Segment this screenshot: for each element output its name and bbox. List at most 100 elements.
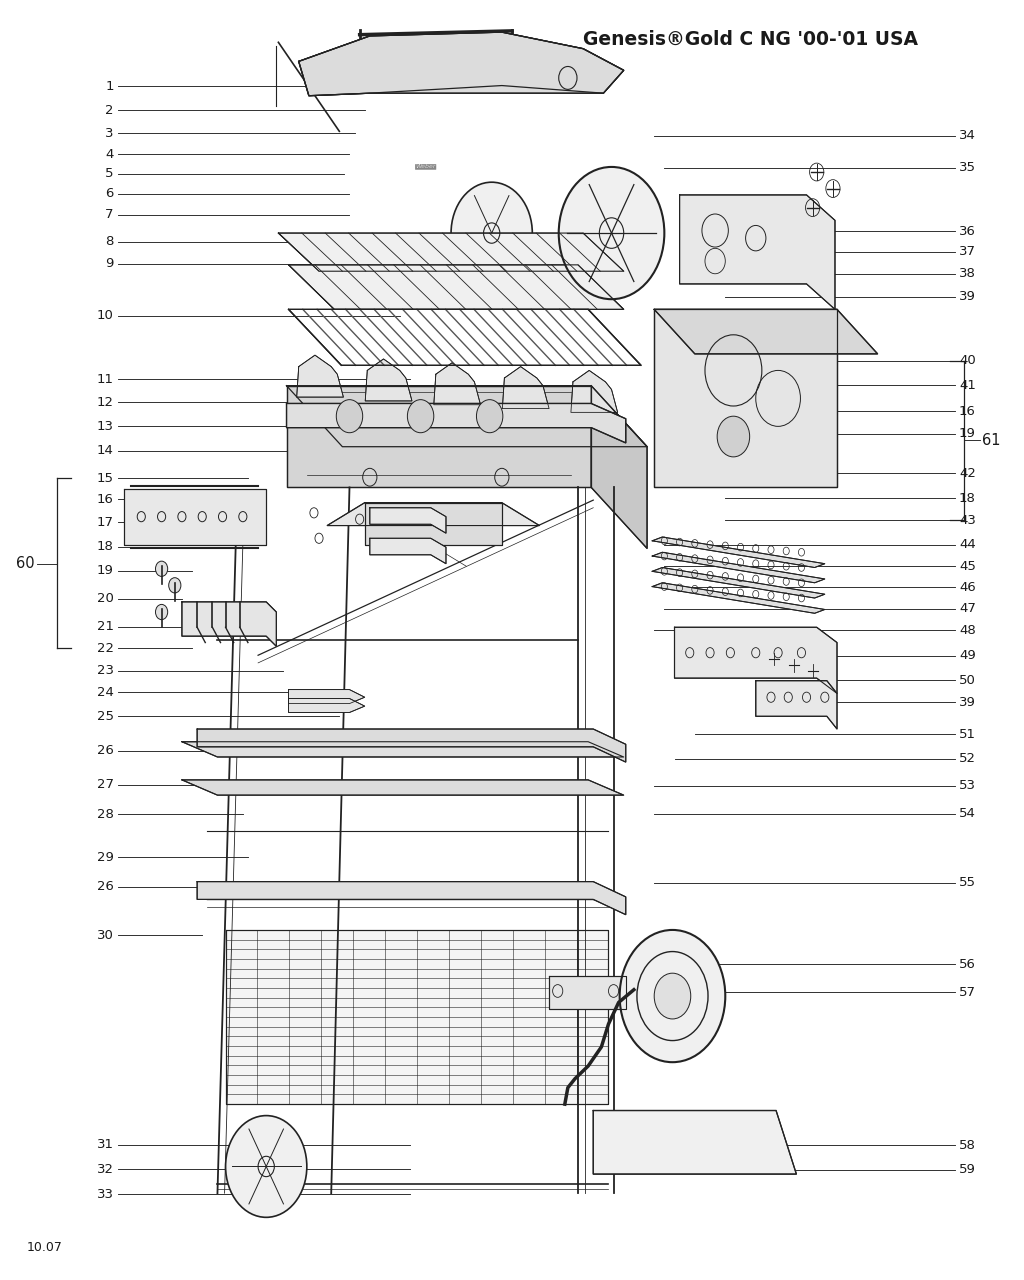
Text: 15: 15 bbox=[97, 472, 114, 485]
Text: 58: 58 bbox=[958, 1139, 976, 1152]
Text: 59: 59 bbox=[958, 1164, 976, 1176]
Text: 18: 18 bbox=[97, 540, 114, 553]
Text: 47: 47 bbox=[958, 603, 976, 616]
Text: 61: 61 bbox=[982, 433, 1000, 448]
Polygon shape bbox=[198, 882, 626, 915]
Text: 28: 28 bbox=[97, 808, 114, 820]
Polygon shape bbox=[591, 385, 647, 548]
Text: 27: 27 bbox=[97, 778, 114, 791]
Text: 37: 37 bbox=[958, 244, 976, 259]
Text: 39: 39 bbox=[958, 696, 976, 709]
Text: 7: 7 bbox=[105, 209, 114, 221]
Text: 20: 20 bbox=[97, 593, 114, 605]
Polygon shape bbox=[182, 602, 276, 646]
Text: 43: 43 bbox=[958, 515, 976, 527]
Text: 48: 48 bbox=[958, 623, 976, 637]
Text: 12: 12 bbox=[97, 396, 114, 408]
Polygon shape bbox=[299, 32, 624, 96]
Text: 5: 5 bbox=[105, 168, 114, 180]
Text: 26: 26 bbox=[97, 881, 114, 893]
Polygon shape bbox=[434, 362, 480, 404]
Text: 10.07: 10.07 bbox=[27, 1242, 62, 1254]
Polygon shape bbox=[370, 508, 446, 534]
Text: 25: 25 bbox=[97, 710, 114, 723]
Text: 16: 16 bbox=[958, 404, 976, 417]
Text: 57: 57 bbox=[958, 986, 976, 998]
Text: 4: 4 bbox=[105, 147, 114, 161]
Text: 2: 2 bbox=[105, 104, 114, 116]
Text: 13: 13 bbox=[97, 420, 114, 433]
Polygon shape bbox=[756, 681, 837, 730]
Text: 44: 44 bbox=[958, 538, 976, 552]
Text: 46: 46 bbox=[958, 581, 976, 594]
Circle shape bbox=[336, 399, 362, 433]
Text: 3: 3 bbox=[105, 127, 114, 140]
Text: 1: 1 bbox=[105, 79, 114, 92]
Polygon shape bbox=[297, 355, 343, 397]
Text: 9: 9 bbox=[105, 257, 114, 270]
Circle shape bbox=[156, 561, 168, 576]
Text: 49: 49 bbox=[958, 649, 976, 662]
Polygon shape bbox=[182, 741, 624, 756]
Text: 8: 8 bbox=[105, 236, 114, 248]
Polygon shape bbox=[654, 310, 837, 488]
Text: 42: 42 bbox=[958, 467, 976, 480]
Text: 21: 21 bbox=[97, 620, 114, 634]
Text: 41: 41 bbox=[958, 379, 976, 392]
Text: 11: 11 bbox=[97, 372, 114, 385]
Text: 17: 17 bbox=[97, 516, 114, 529]
Polygon shape bbox=[680, 195, 835, 310]
Polygon shape bbox=[652, 582, 824, 613]
Text: 38: 38 bbox=[958, 268, 976, 280]
Text: 52: 52 bbox=[958, 753, 976, 765]
Polygon shape bbox=[289, 699, 365, 713]
Polygon shape bbox=[675, 627, 837, 694]
Polygon shape bbox=[652, 552, 824, 582]
Text: 60: 60 bbox=[16, 557, 35, 571]
Circle shape bbox=[451, 182, 532, 284]
Text: 39: 39 bbox=[958, 291, 976, 303]
Polygon shape bbox=[299, 32, 624, 96]
Text: 32: 32 bbox=[97, 1162, 114, 1175]
Text: 10: 10 bbox=[97, 310, 114, 323]
Circle shape bbox=[559, 166, 665, 300]
Text: 51: 51 bbox=[958, 727, 976, 741]
Text: 19: 19 bbox=[958, 428, 976, 440]
Text: 19: 19 bbox=[97, 564, 114, 577]
Text: 34: 34 bbox=[958, 129, 976, 142]
Polygon shape bbox=[279, 233, 624, 271]
Text: 22: 22 bbox=[97, 641, 114, 655]
Text: 45: 45 bbox=[958, 559, 976, 572]
Circle shape bbox=[620, 931, 725, 1062]
Text: 23: 23 bbox=[97, 664, 114, 677]
Text: 6: 6 bbox=[105, 187, 114, 200]
Text: 18: 18 bbox=[958, 492, 976, 504]
Polygon shape bbox=[593, 1111, 797, 1174]
Text: 53: 53 bbox=[958, 780, 976, 792]
Circle shape bbox=[476, 399, 503, 433]
Text: Genesis®Gold C NG '00-'01 USA: Genesis®Gold C NG '00-'01 USA bbox=[584, 31, 919, 49]
Circle shape bbox=[156, 604, 168, 620]
Polygon shape bbox=[289, 690, 365, 704]
Polygon shape bbox=[327, 503, 540, 526]
Text: 50: 50 bbox=[958, 673, 976, 686]
Polygon shape bbox=[370, 539, 446, 563]
Polygon shape bbox=[198, 730, 626, 762]
Text: 14: 14 bbox=[97, 444, 114, 457]
Polygon shape bbox=[549, 975, 626, 1009]
Polygon shape bbox=[287, 385, 647, 447]
Polygon shape bbox=[571, 370, 617, 412]
Text: 56: 56 bbox=[958, 957, 976, 970]
Text: 35: 35 bbox=[958, 161, 976, 174]
Polygon shape bbox=[652, 538, 824, 567]
Text: 29: 29 bbox=[97, 851, 114, 864]
Polygon shape bbox=[287, 385, 591, 488]
Circle shape bbox=[169, 577, 181, 593]
Polygon shape bbox=[365, 503, 502, 544]
Polygon shape bbox=[289, 265, 624, 310]
Polygon shape bbox=[287, 403, 626, 443]
Polygon shape bbox=[182, 780, 624, 795]
Circle shape bbox=[717, 416, 750, 457]
Text: Weber: Weber bbox=[416, 164, 436, 169]
Polygon shape bbox=[366, 358, 412, 401]
